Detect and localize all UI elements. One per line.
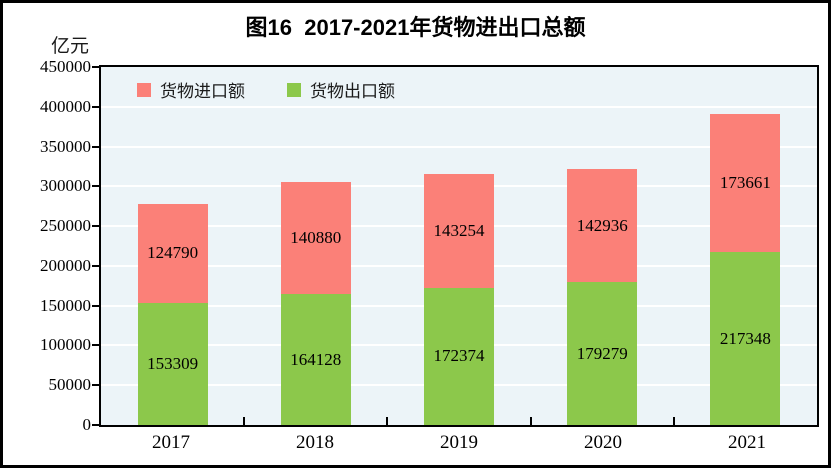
y-tick-mark-300000 [92,185,99,188]
x-tick-label-2020: 2020 [584,432,622,453]
legend-label-imports: 货物进口额 [160,82,245,101]
y-tick-label-200000: 200000 [40,255,91,275]
x-tick-mark-3 [529,417,532,425]
bar-2018-货物出口额: 164128 [280,294,351,425]
bar-2020-货物进口额: 142936 [567,168,638,283]
bar-2020-货物出口额: 179279 [567,282,638,425]
y-tick-mark-150000 [92,304,99,307]
y-tick-label-300000: 300000 [40,176,91,196]
x-tick-label-2021: 2021 [728,432,766,453]
x-tick-mark-1 [243,417,246,425]
y-tick-mark-250000 [92,225,99,228]
exports-legend-swatch-icon [287,82,301,97]
x-tick-label-2017: 2017 [152,432,190,453]
bar-2017-货物出口额: 153309 [137,303,208,425]
y-tick-label-100000: 100000 [40,335,91,355]
legend-item-imports: 货物进口额 [137,77,245,102]
y-tick-mark-100000 [92,344,99,347]
bar-value-label: 172374 [433,346,485,366]
y-tick-label-150000: 150000 [40,295,91,315]
chart-title: 图16 2017-2021年货物进出口总额 [245,15,586,40]
x-tick-mark-4 [672,417,675,425]
bar-value-label: 143254 [433,220,485,240]
bar-2017-货物进口额: 124790 [137,203,208,304]
legend-item-exports: 货物出口额 [287,77,395,102]
y-tick-label-350000: 350000 [40,136,91,156]
gridline-350000 [101,145,817,148]
plot-area: 货物进口额 货物出口额 153309 124790 164128 140880 1723… [99,65,819,427]
y-tick-mark-450000 [92,66,99,68]
bar-value-label: 179279 [576,343,628,363]
bar-2021-货物出口额: 217348 [710,252,781,425]
bar-2019-货物进口额: 143254 [424,173,494,288]
y-tick-label-400000: 400000 [40,96,91,116]
bar-value-label: 153309 [147,354,199,374]
gridline-400000 [101,105,817,108]
y-tick-label-0: 0 [82,415,92,434]
bar-value-label: 124790 [147,243,199,263]
bar-2018-货物进口额: 140880 [280,182,351,295]
y-tick-mark-200000 [92,264,99,267]
bar-value-label: 217348 [719,328,771,348]
y-tick-mark-50000 [92,384,99,387]
bar-value-label: 140880 [290,228,342,248]
y-axis-unit-label: 亿元 [50,36,89,57]
y-tick-label-450000: 450000 [40,57,91,76]
bar-value-label: 173661 [719,173,771,193]
imports-legend-swatch-icon [137,82,151,97]
x-tick-mark-2 [386,417,389,425]
x-axis-labels: 2017 2018 2019 2020 2021 [99,432,819,454]
bar-value-label: 142936 [576,215,628,235]
bar-2019-货物出口额: 172374 [424,287,494,425]
bar-value-label: 164128 [290,349,342,369]
legend: 货物进口额 货物出口额 [137,77,395,102]
y-tick-mark-0 [92,424,99,426]
x-tick-label-2019: 2019 [440,432,478,453]
y-tick-label-50000: 50000 [48,375,92,395]
bar-2021-货物进口额: 173661 [710,113,781,253]
y-tick-mark-350000 [92,145,99,148]
y-tick-label-250000: 250000 [40,216,91,236]
legend-label-exports: 货物出口额 [310,82,395,101]
y-tick-mark-400000 [92,105,99,108]
x-tick-label-2018: 2018 [296,432,334,453]
